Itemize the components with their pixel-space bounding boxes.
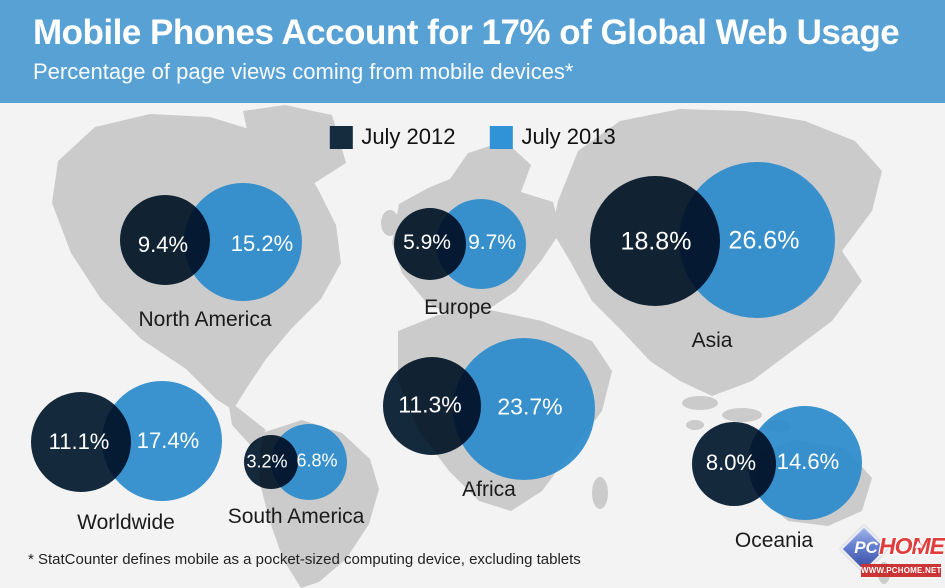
value-july-2013-europe: 9.7%	[468, 231, 516, 254]
region-label-worldwide: Worldwide	[77, 511, 175, 534]
legend-label-july-2012: July 2012	[361, 124, 456, 149]
central-america	[228, 400, 266, 447]
value-july-2012-south-america: 3.2%	[246, 451, 288, 472]
pchome-logo-home: HOME	[879, 533, 945, 559]
value-july-2012-africa: 11.3%	[398, 391, 462, 418]
value-july-2012-oceania: 8.0%	[705, 450, 757, 475]
footnote: * StatCounter defines mobile as a pocket…	[28, 551, 581, 568]
region-label-africa: Africa	[462, 478, 516, 501]
value-july-2012-europe: 5.9%	[403, 231, 451, 254]
page-subtitle: Percentage of page views coming from mob…	[33, 59, 574, 84]
region-label-south-america: South America	[227, 505, 365, 528]
pchome-watermark: PC HOME WWW.PCHOME.NET	[839, 520, 945, 586]
island-sumatra	[682, 396, 718, 410]
legend-item-july-2013: July 2013	[489, 124, 616, 150]
pchome-logo-pc: PC	[854, 538, 878, 557]
bubble-july-2012-worldwide	[31, 392, 131, 492]
value-july-2012-asia: 18.8%	[620, 227, 692, 256]
island-java	[686, 420, 704, 430]
value-july-2013-south-america: 6.8%	[296, 450, 338, 471]
bubble-july-2012-south-america	[244, 435, 298, 489]
pchome-url: WWW.PCHOME.NET	[861, 564, 942, 577]
value-july-2013-north-america: 15.2%	[230, 231, 294, 256]
bubble-july-2012-asia	[590, 176, 720, 306]
chart-legend: July 2012 July 2013	[329, 124, 616, 150]
region-label-europe: Europe	[424, 296, 492, 319]
map-area: July 2012 July 2013 9.4% 15.2% North Ameri…	[0, 103, 945, 588]
island-borneo	[722, 408, 762, 422]
madagascar	[592, 477, 608, 509]
region-label-asia: Asia	[691, 329, 733, 352]
legend-swatch-july-2013	[489, 125, 513, 149]
legend-swatch-july-2012	[329, 125, 353, 149]
value-july-2013-worldwide: 17.4%	[136, 428, 200, 453]
value-july-2013-africa: 23.7%	[497, 393, 563, 420]
legend-item-july-2012: July 2012	[329, 124, 456, 150]
value-july-2012-worldwide: 11.1%	[48, 429, 110, 454]
legend-label-july-2013: July 2013	[521, 124, 616, 149]
header-banner: Mobile Phones Account for 17% of Global …	[0, 0, 945, 103]
value-july-2012-north-america: 9.4%	[137, 232, 189, 257]
value-july-2013-oceania: 14.6%	[776, 449, 840, 474]
bubble-july-2012-oceania	[692, 422, 776, 506]
bubble-july-2012-north-america	[120, 195, 210, 285]
value-july-2013-asia: 26.6%	[728, 226, 800, 255]
page-title: Mobile Phones Account for 17% of Global …	[33, 13, 900, 52]
region-label-north-america: North America	[138, 308, 272, 331]
region-label-oceania: Oceania	[734, 529, 814, 552]
bubble-july-2012-europe	[394, 208, 466, 280]
bubble-july-2012-africa	[383, 357, 481, 455]
